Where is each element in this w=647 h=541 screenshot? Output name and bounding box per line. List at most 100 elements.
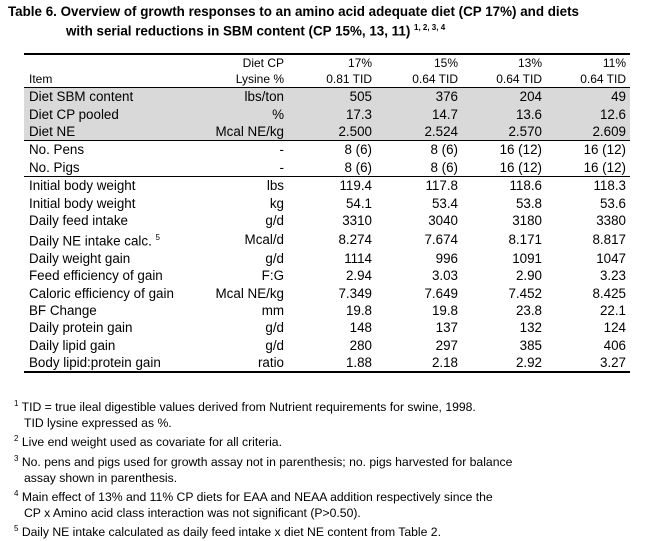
footnote-text: TID = true ileal digestible values deriv… [18,400,476,415]
cell-cp15: 3040 [428,212,458,228]
row-unit: Mcal NE/kg [204,122,292,142]
cell-cp11: 3.23 [599,268,626,284]
row-unit: Mcal/d [244,231,284,247]
table-row: Initial body weight lbs 119.4 117.8 118.6 118… [24,176,630,194]
footnote-continuation: TID lysine expressed as %. [24,415,172,430]
cell-cp13: 16 (12) [462,158,546,177]
footnote-text: Daily NE intake calculated as daily feed… [18,525,441,540]
title-line-2: with serial reductions in SBM content (C… [8,20,638,39]
header-cell: 15% [376,53,462,71]
footnote-text: Live end weight used as covariate for al… [18,435,282,450]
cell-cp13: 2.92 [462,353,546,374]
title-line-2-text: with serial reductions in SBM content (C… [66,23,411,39]
cell-cp15: 137 [435,320,458,336]
cell-cp11: 406 [603,337,626,353]
row-unit: F:G [261,268,284,284]
table-row: Daily weight gain g/d 1114 996 1091 1047 [24,250,630,267]
table-row: BF Change mm 19.8 19.8 23.8 22.1 [24,302,630,319]
row-label: BF Change [29,302,97,318]
cell-cp13: 13.6 [462,105,546,123]
title-line-1: Table 6. Overview of growth responses to… [8,4,579,19]
cell-cp11: 124 [603,320,626,336]
header-cell: Item [24,71,204,88]
row-unit: lbs/ton [204,87,292,106]
cell-cp11: 49 [546,87,630,106]
footnote: 3 No. pens and pigs used for growth assa… [14,451,644,486]
cell-cp13: 132 [519,320,542,336]
cell-cp13: 385 [519,337,542,353]
table-row: Diet NE Mcal NE/kg 2.500 2.524 2.570 2.609 [24,122,630,142]
row-label: No. Pens [29,142,85,158]
row-unit: mm [261,302,284,318]
footnote: 5 Daily NE intake calculated as daily fe… [14,521,644,541]
table-row: Feed efficiency of gain F:G 2.94 3.03 2.90 3.… [24,267,630,284]
footnote-text: No. pens and pigs used for growth assay … [18,454,513,469]
row-label: Initial body weight [29,178,136,194]
table-row: Daily NE intake calc. 5 Mcal/d 8.274 7.674 8… [24,229,630,249]
table-row: Initial body weight kg 54.1 53.4 53.8 53.6 [24,194,630,211]
row-unit: - [204,158,292,177]
cell-cp13: 7.452 [508,285,542,301]
footnote-mark: 1 [14,399,19,408]
table-row: Daily lipid gain g/d 280 297 385 406 [24,337,630,354]
cell-cp17: 54.1 [345,195,372,211]
cell-cp15: 14.7 [376,105,462,123]
row-unit: ratio [204,353,292,374]
row-unit: Mcal NE/kg [215,285,284,301]
row-label: Caloric efficiency of gain [29,285,174,301]
header-cell: 11% [546,53,630,71]
header-cell: 0.64 TID [462,71,546,88]
cell-cp11: 2.609 [546,122,630,142]
cell-cp15: 376 [376,87,462,106]
table-row: Diet SBM content lbs/ton 505 376 204 49 [24,87,630,106]
cell-cp11: 53.6 [599,195,626,211]
row-label: Initial body weight [29,195,136,211]
cell-cp17: 119.4 [339,178,372,194]
footnote-text: Main effect of 13% and 11% CP diets for … [18,490,493,505]
row-label: Daily lipid gain [29,337,116,353]
footnote-mark: 3 [14,453,19,463]
row-label: Diet CP pooled [24,105,204,123]
cell-cp13: 204 [462,87,546,106]
row-label: Daily feed intake [29,212,128,228]
header-row-lysine: Item Lysine % 0.81 TID 0.64 TID 0.64 TID… [24,71,630,88]
cell-cp15: 117.8 [425,178,458,194]
table-row: Daily protein gain g/d 148 137 132 124 [24,319,630,336]
cell-cp17: 1.88 [292,353,376,374]
cell-cp11: 22.1 [599,302,626,318]
table-row: No. Pigs -8 (6) 8 (6) 16 (12) 16 (12) [24,158,630,177]
table-row: Body lipid:protein gain ratio 1.88 2.18 2.92… [24,353,630,374]
cell-cp13: 2.570 [462,122,546,142]
row-label: Diet SBM content [24,87,204,106]
header-cell [24,53,204,71]
cell-cp13: 23.8 [515,302,542,318]
row-label: Daily NE intake calc. 5 [24,229,204,249]
cell-cp17: 3310 [342,212,372,228]
growth-response-table: Diet CP 17% 15% 13% 11% Item Lysine % 0.… [24,53,630,374]
footnote-continuation: CP x Amino acid class interaction was no… [24,505,361,520]
cell-cp15: 7.674 [424,231,458,247]
row-label: Diet NE [24,122,204,142]
row-label: No. Pigs [24,158,204,177]
cell-cp13: 8.171 [508,231,542,247]
cell-cp11: 118.3 [593,178,626,194]
footnote-continuation: assay shown in parenthesis. [24,470,178,485]
cell-cp13: 2.90 [515,268,542,284]
table-row: Diet CP pooled% 17.3 14.7 13.6 12.6 [24,105,630,123]
cell-cp15: 7.649 [424,285,458,301]
cell-cp15: 8 (6) [430,142,458,158]
header-row-diet-cp: Diet CP 17% 15% 13% 11% [24,53,630,71]
cell-cp11: 1047 [596,250,626,266]
table-title: Table 6. Overview of growth responses to… [8,4,638,39]
cell-cp15: 2.524 [376,122,462,142]
cell-cp15: 297 [435,337,458,353]
cell-cp15: 3.03 [431,268,458,284]
header-cell: 0.64 TID [546,71,630,88]
row-unit: % [204,105,292,123]
title-superscripts: 1, 2, 3, 4 [414,23,446,32]
cell-cp17: 8 (6) [344,142,372,158]
footnote: 2 Live end weight used as covariate for … [14,431,644,451]
cell-cp17: 505 [292,87,376,106]
row-label: Feed efficiency of gain [29,268,163,284]
row-unit: - [279,142,284,158]
